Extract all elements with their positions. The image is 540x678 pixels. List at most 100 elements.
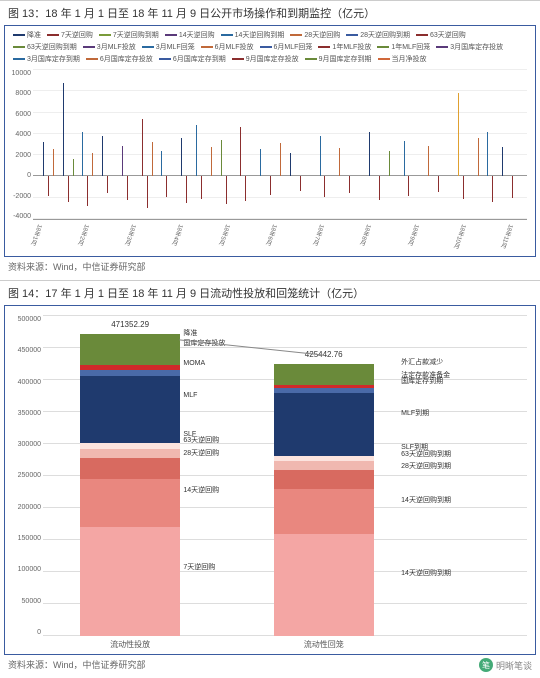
segment-label: 28天逆回购到期 [401,461,451,471]
segment-label: 63天逆回购到期 [401,449,451,459]
data-spike [320,136,321,176]
data-spike [122,146,123,177]
data-spike [53,149,54,177]
bar-segment [80,527,180,636]
data-spike [142,119,143,176]
bar-x-label: 流动性投放 [110,639,150,650]
legend-item: 3月MLF投放 [83,42,136,52]
data-spike [369,132,370,177]
data-spike [211,147,212,177]
segment-label: 63天逆回购 [183,435,219,445]
figure-14: 图 14：17 年 1 月 1 日至 18 年 11 月 9 日流动性投放和回笼… [0,280,540,674]
legend-item: 当月净投放 [378,54,427,64]
data-spike [290,153,291,176]
legend-item: 1年MLF回笼 [377,42,430,52]
data-spike [428,146,429,177]
data-spike [300,176,301,191]
data-spike [438,176,439,192]
data-spike [226,176,227,204]
segment-label: 14天逆回购到期 [401,495,451,505]
fig13-chart: 降准7天逆回购7天逆回购到期14天逆回购14天逆回购到期28天逆回购28天逆回购… [4,25,536,257]
data-spike [478,138,479,176]
data-spike [107,176,108,193]
legend-item: 63天逆回购到期 [13,42,77,52]
figure-13: 图 13：18 年 1 月 1 日至 18 年 11 月 9 日公开市场操作和到… [0,0,540,276]
segment-label: 降准 [183,328,197,338]
legend-item: 14天逆回购到期 [221,30,285,40]
data-spike [389,151,390,177]
data-spike [240,127,241,176]
data-spike [102,136,103,176]
watermark-icon: 笔 [479,658,493,672]
data-spike [48,176,49,195]
data-spike [512,176,513,197]
data-spike [127,176,128,199]
data-spike [349,176,350,193]
data-spike [201,176,202,198]
stacked-bar: 425442.76流动性回笼 [274,364,374,636]
fig14-y-axis: 5000004500004000003500003000002500002000… [7,316,41,636]
segment-label: 14天逆回购到期 [401,568,451,578]
fig13-plot-area: 1000080006000400020000-2000-4000 18年1月18… [33,70,527,220]
fig13-plot [33,70,527,220]
legend-item: 6月国库定存到期 [159,54,226,64]
fig14-chart: 5000004500004000003500003000002500002000… [4,305,536,655]
data-spike [147,176,148,208]
legend-item: 1年MLF投放 [318,42,371,52]
bar-segment [274,393,374,456]
bar-segment [80,334,180,364]
fig13-x-axis: 18年1月18年2月18年3月18年4月18年5月18年6月18年7月18年8月… [33,222,527,252]
data-spike [152,142,153,176]
data-spike [221,140,222,176]
segment-label: 国库定存到期 [401,376,443,386]
bar-segment [80,479,180,527]
segment-label: 外汇占款减少 [401,357,443,367]
bar-segment [80,458,180,479]
data-spike [404,141,405,176]
segment-label: MLF [183,392,197,399]
legend-item: 6月国库定存投放 [86,54,153,64]
data-spike [492,176,493,202]
data-spike [260,149,261,177]
data-spike [324,176,325,196]
watermark-text: 明晰笔谈 [496,659,532,672]
legend-item: 63天逆回购 [416,30,466,40]
legend-item: 3月MLF回笼 [142,42,195,52]
data-spike [68,176,69,202]
stacked-bar: 471352.29流动性投放 [80,334,180,636]
bar-segment [274,489,374,534]
data-spike [92,153,93,176]
data-spike [270,176,271,194]
fig13-y-axis: 1000080006000400020000-2000-4000 [9,70,31,220]
bar-segment [274,534,374,636]
legend-item: 9月国库定存到期 [305,54,372,64]
data-spike [43,142,44,176]
legend-item: 6月MLF回笼 [260,42,313,52]
legend-item: 3月国库定存到期 [13,54,80,64]
legend-item: 降准 [13,30,41,40]
data-spike [487,132,488,177]
data-spike [463,176,464,198]
data-spike [82,132,83,177]
bar-segment [80,449,180,458]
fig14-title: 图 14：17 年 1 月 1 日至 18 年 11 月 9 日流动性投放和回笼… [0,280,540,305]
segment-label: MOMA [183,360,205,367]
segment-label: 14天逆回购 [183,485,219,495]
fig14-plot-area: 5000004500004000003500003000002500002000… [43,316,527,636]
data-spike [280,143,281,176]
legend-item: 3月国库定存投放 [436,42,503,52]
data-spike [166,176,167,196]
data-spike [196,125,197,176]
data-spike [339,148,340,177]
data-spike [181,138,182,176]
fig13-source: 资料来源：Wind，中信证券研究部 [0,257,540,276]
legend-item: 28天逆回购 [290,30,340,40]
legend-item: 6月MLF投放 [201,42,254,52]
data-spike [458,93,459,176]
legend-item: 14天逆回购 [165,30,215,40]
bar-x-label: 流动性回笼 [304,639,344,650]
data-spike [63,83,64,177]
data-spike [245,176,246,200]
bar-segment [80,376,180,443]
data-spike [73,159,74,176]
